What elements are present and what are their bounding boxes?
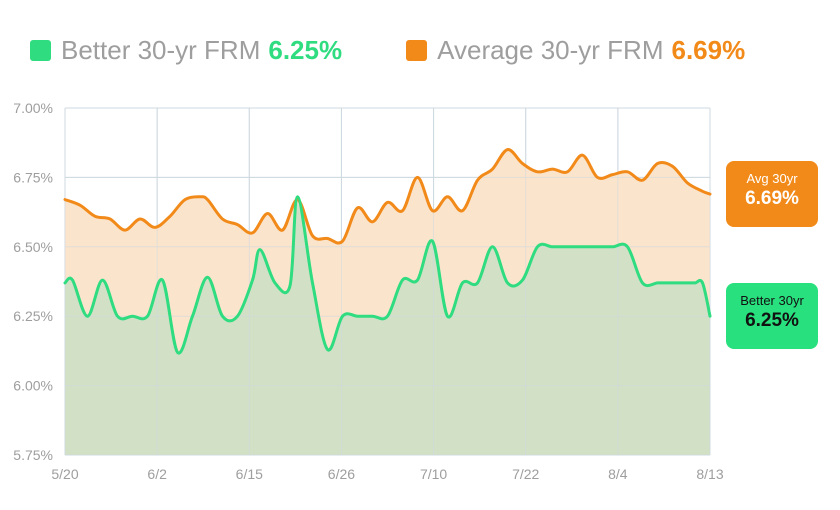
legend-item-average[interactable]: Average 30-yr FRM 6.69% [406, 35, 745, 66]
avg-series-line [63, 148, 712, 245]
x-tick-label: 7/10 [420, 466, 447, 482]
x-tick-label: 6/26 [328, 466, 355, 482]
legend-label-average: Average 30-yr FRM [437, 34, 664, 65]
grid-overlay [64, 107, 711, 456]
y-tick-label: 6.50% [13, 239, 53, 255]
y-tick-label: 6.75% [13, 169, 53, 185]
y-tick-label: 6.00% [13, 378, 53, 394]
legend-item-better[interactable]: Better 30-yr FRM 6.25% [30, 35, 342, 66]
legend-swatch-average [406, 39, 428, 61]
x-tick-label: 7/22 [512, 466, 539, 482]
legend-value-better: 6.25% [268, 34, 343, 65]
x-tick-label: 8/4 [608, 466, 628, 482]
y-tick-label: 6.25% [13, 308, 53, 324]
better-area [65, 196, 710, 456]
better-badge-value: 6.25% [745, 310, 799, 331]
chart-legend: Better 30-yr FRM 6.25% Average 30-yr FRM… [30, 30, 835, 70]
y-tick-label: 5.75% [13, 447, 53, 463]
x-tick-label: 6/2 [147, 466, 167, 482]
y-tick-label: 7.00% [13, 100, 53, 116]
better-rate-badge: Better 30yr 6.25% [726, 283, 818, 349]
legend-swatch-better [30, 39, 51, 61]
avg-badge-value: 6.69% [745, 188, 799, 209]
avg-rate-badge: Avg 30yr 6.69% [726, 161, 818, 227]
legend-label-better: Better 30-yr FRM [61, 34, 261, 65]
avg-badge-label: Avg 30yr [746, 171, 798, 186]
x-tick-label: 8/13 [696, 466, 723, 482]
legend-value-average: 6.69% [671, 34, 746, 65]
better-series-line [63, 195, 712, 355]
x-tick-label: 5/20 [51, 466, 78, 482]
x-tick-label: 6/15 [236, 466, 263, 482]
better-badge-label: Better 30yr [740, 293, 804, 308]
